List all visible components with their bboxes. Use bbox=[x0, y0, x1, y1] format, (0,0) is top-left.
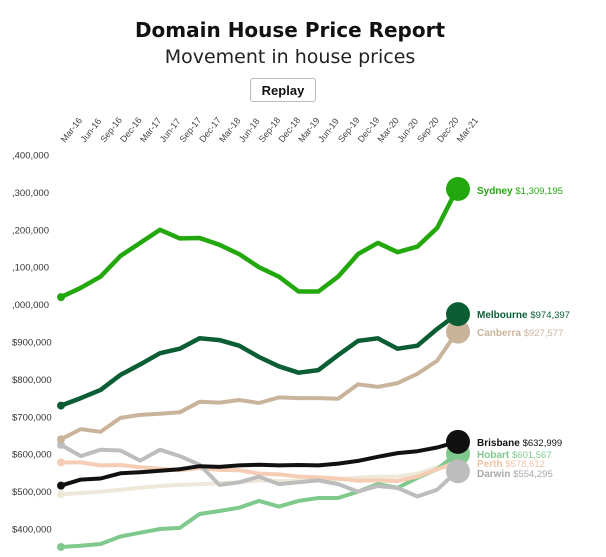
series-line-canberra bbox=[59, 329, 459, 442]
series-line-melbourne bbox=[58, 311, 460, 408]
series-label-name: Perth bbox=[477, 459, 505, 470]
series-end-point-darwin bbox=[446, 459, 470, 484]
y-tick-label: ,400,000 bbox=[12, 151, 49, 162]
series-label-name: Hobart bbox=[477, 450, 512, 461]
series-endpoints bbox=[446, 176, 470, 484]
series-label-value: $974,397 bbox=[530, 310, 570, 321]
series-labels: Sydney $1,309,195 Melbourne $974,397 Canbe… bbox=[477, 186, 570, 480]
series-line-darwin bbox=[59, 442, 459, 499]
series-end-point-melbourne bbox=[446, 302, 470, 327]
series-label-name: Melbourne bbox=[477, 310, 530, 321]
series-start-point-perth bbox=[57, 458, 65, 467]
y-tick-label: $400,000 bbox=[12, 525, 52, 536]
series-start-point-hobart bbox=[57, 542, 65, 551]
series-label-brisbane: Brisbane $632,999 bbox=[477, 438, 562, 449]
series-label-name: Brisbane bbox=[477, 438, 523, 449]
y-tick-label: ,100,000 bbox=[12, 263, 49, 274]
y-tick-label: $600,000 bbox=[12, 450, 52, 461]
series-label-canberra: Canberra $927,577 bbox=[477, 328, 563, 339]
series-label-value: $1,309,195 bbox=[515, 186, 563, 197]
series-label-sydney: Sydney $1,309,195 bbox=[477, 186, 563, 197]
series-line-brisbane bbox=[59, 439, 459, 488]
y-tick-label: ,300,000 bbox=[12, 188, 49, 199]
series-label-value: $601,567 bbox=[512, 450, 552, 461]
series-label-perth: Perth $578,612 bbox=[477, 459, 545, 470]
series-line-hobart bbox=[59, 451, 459, 549]
series-label-darwin: Darwin $554,295 bbox=[477, 469, 553, 480]
y-tick-label: ,000,000 bbox=[12, 300, 49, 311]
y-tick-label: $500,000 bbox=[12, 487, 52, 498]
y-tick-label: $800,000 bbox=[12, 375, 52, 386]
series-label-value: $632,999 bbox=[523, 438, 563, 449]
series-end-point-sydney bbox=[446, 176, 470, 201]
series-start-point-adelaide bbox=[57, 490, 65, 499]
series-line-sydney bbox=[58, 186, 460, 300]
series-label-value: $927,577 bbox=[524, 328, 564, 339]
chart-title: Domain House Price Report bbox=[134, 18, 446, 42]
series-label-value: $554,295 bbox=[513, 469, 553, 480]
y-tick-label: $700,000 bbox=[12, 412, 52, 423]
series-start-point-sydney bbox=[57, 293, 65, 302]
series-start-point-darwin bbox=[57, 440, 65, 449]
series-end-point-brisbane bbox=[446, 429, 470, 454]
series-label-melbourne: Melbourne $974,397 bbox=[477, 310, 570, 321]
series-line-perth bbox=[59, 460, 459, 484]
series-label-name: Canberra bbox=[477, 328, 524, 339]
x-axis: Mar-16Jun-16Sep-16Dec-16Mar-17Jun-17Sep-… bbox=[59, 115, 480, 144]
y-tick-label: ,200,000 bbox=[12, 225, 49, 236]
replay-button[interactable]: Replay bbox=[250, 78, 316, 102]
series-label-value: $578,612 bbox=[505, 459, 545, 470]
series-lines bbox=[57, 186, 460, 551]
series-start-point-canberra bbox=[57, 435, 65, 444]
series-line-adelaide bbox=[59, 455, 459, 497]
y-axis: ,400,000 ,300,000 ,200,000 ,100,000 ,000,000… bbox=[12, 151, 52, 536]
series-start-point-melbourne bbox=[57, 401, 65, 410]
series-label-name: Sydney bbox=[477, 186, 515, 197]
y-tick-label: $900,000 bbox=[12, 338, 52, 349]
series-label-hobart: Hobart $601,567 bbox=[477, 450, 552, 461]
series-end-point-canberra bbox=[446, 319, 470, 344]
chart-subtitle: Movement in house prices bbox=[164, 46, 416, 68]
series-start-point-brisbane bbox=[57, 481, 65, 490]
series-label-name: Darwin bbox=[477, 469, 513, 480]
